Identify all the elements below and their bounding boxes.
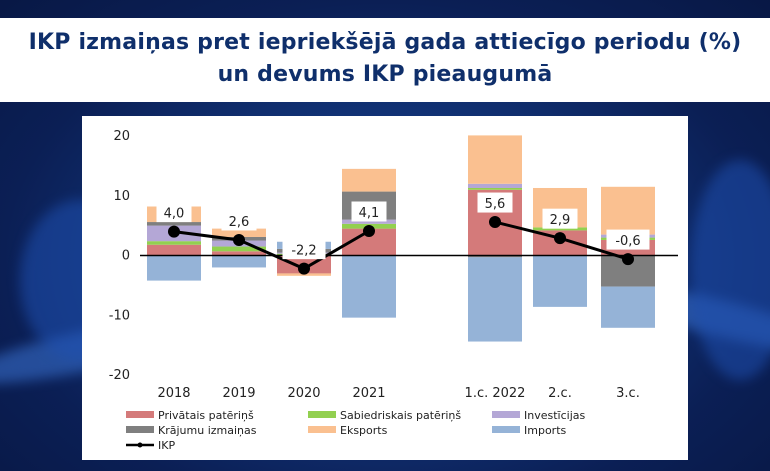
- gdp-line: [173, 229, 370, 271]
- title-line-1: IKP izmaiņas pret iepriekšējā gada attie…: [28, 30, 742, 55]
- legend-label: Eksports: [340, 424, 388, 437]
- bar-segment: [147, 241, 201, 245]
- gdp-point: [622, 253, 634, 266]
- bar-segment: [147, 222, 201, 226]
- gdp-point: [298, 262, 310, 275]
- x-category-label: 2021: [352, 386, 385, 401]
- gdp-point: [554, 232, 566, 245]
- y-tick-label: 0: [122, 249, 130, 264]
- x-category-label: 3.c.: [616, 386, 640, 401]
- legend-label: Krājumu izmaiņas: [158, 424, 257, 437]
- title-line-2: un devums IKP pieaugumā: [217, 62, 553, 87]
- bar-segment: [468, 187, 522, 190]
- x-category-label: 2020: [287, 386, 320, 401]
- data-label: 4,1: [359, 206, 380, 221]
- bar-segment: [468, 257, 522, 342]
- gdp-point: [233, 233, 245, 246]
- legend-line-marker: [137, 442, 143, 448]
- bar-segment: [212, 228, 266, 237]
- bar-segment: [468, 255, 522, 258]
- gdp-point: [489, 216, 501, 229]
- bar-segment: [533, 227, 587, 231]
- bar-segment: [212, 251, 266, 256]
- bar-segment: [468, 183, 522, 188]
- legend-label: Investīcijas: [524, 409, 585, 422]
- y-tick-label: -20: [109, 368, 130, 383]
- gdp-point: [363, 225, 375, 238]
- bar-segment: [147, 244, 201, 256]
- data-label: 2,6: [229, 215, 250, 230]
- bar-segment: [147, 255, 201, 281]
- data-label-box: [221, 210, 257, 231]
- x-category-label: 2018: [157, 386, 190, 401]
- x-category-label: 2019: [222, 386, 255, 401]
- legend-label: IKP: [158, 439, 175, 452]
- y-tick-label: -10: [109, 308, 130, 323]
- legend-label: Privātais patēriņš: [158, 409, 254, 422]
- bar-segment: [601, 186, 655, 235]
- data-label: -2,2: [291, 244, 316, 259]
- legend-swatch: [126, 411, 154, 418]
- legend-swatch: [492, 411, 520, 418]
- bar-segment: [468, 135, 522, 184]
- legend-swatch: [126, 426, 154, 433]
- bar-segment: [342, 255, 396, 318]
- gdp-contribution-chart: -20 -10 0 10 20 4,0 2,6 -2,2 4,1 5,6 2,9 -0,6 2018 20…: [109, 129, 678, 452]
- data-label-box: [282, 239, 326, 260]
- bar-segment: [533, 255, 587, 307]
- data-label-box: [477, 192, 513, 213]
- data-label-box: [606, 229, 650, 250]
- gdp-point: [168, 225, 180, 238]
- legend-swatch: [308, 426, 336, 433]
- bar-segment: [342, 168, 396, 192]
- legend-swatch: [492, 426, 520, 433]
- bar-segment: [601, 286, 655, 328]
- legend-label: Imports: [524, 424, 567, 437]
- y-tick-label: 10: [113, 189, 130, 204]
- data-label-box: [156, 202, 192, 223]
- bar-segment: [212, 255, 266, 268]
- bar-segment: [212, 246, 266, 252]
- bar-segment: [342, 219, 396, 224]
- data-label: -0,6: [615, 234, 640, 249]
- data-label: 2,9: [550, 213, 571, 228]
- legend-label: Sabiedriskais patēriņš: [340, 409, 461, 422]
- data-label-box: [542, 208, 578, 229]
- y-tick-label: 20: [113, 129, 130, 144]
- data-label: 4,0: [164, 207, 185, 222]
- x-category-label: 2.c.: [548, 386, 572, 401]
- data-label: 5,6: [485, 197, 506, 212]
- chart-panel: -20 -10 0 10 20 4,0 2,6 -2,2 4,1 5,6 2,9 -0,6 2018 20…: [82, 116, 688, 460]
- x-category-label: 1.c. 2022: [465, 386, 526, 401]
- data-label-box: [351, 201, 387, 222]
- legend-swatch: [308, 411, 336, 418]
- title-band: IKP izmaiņas pret iepriekšējā gada attie…: [0, 18, 770, 102]
